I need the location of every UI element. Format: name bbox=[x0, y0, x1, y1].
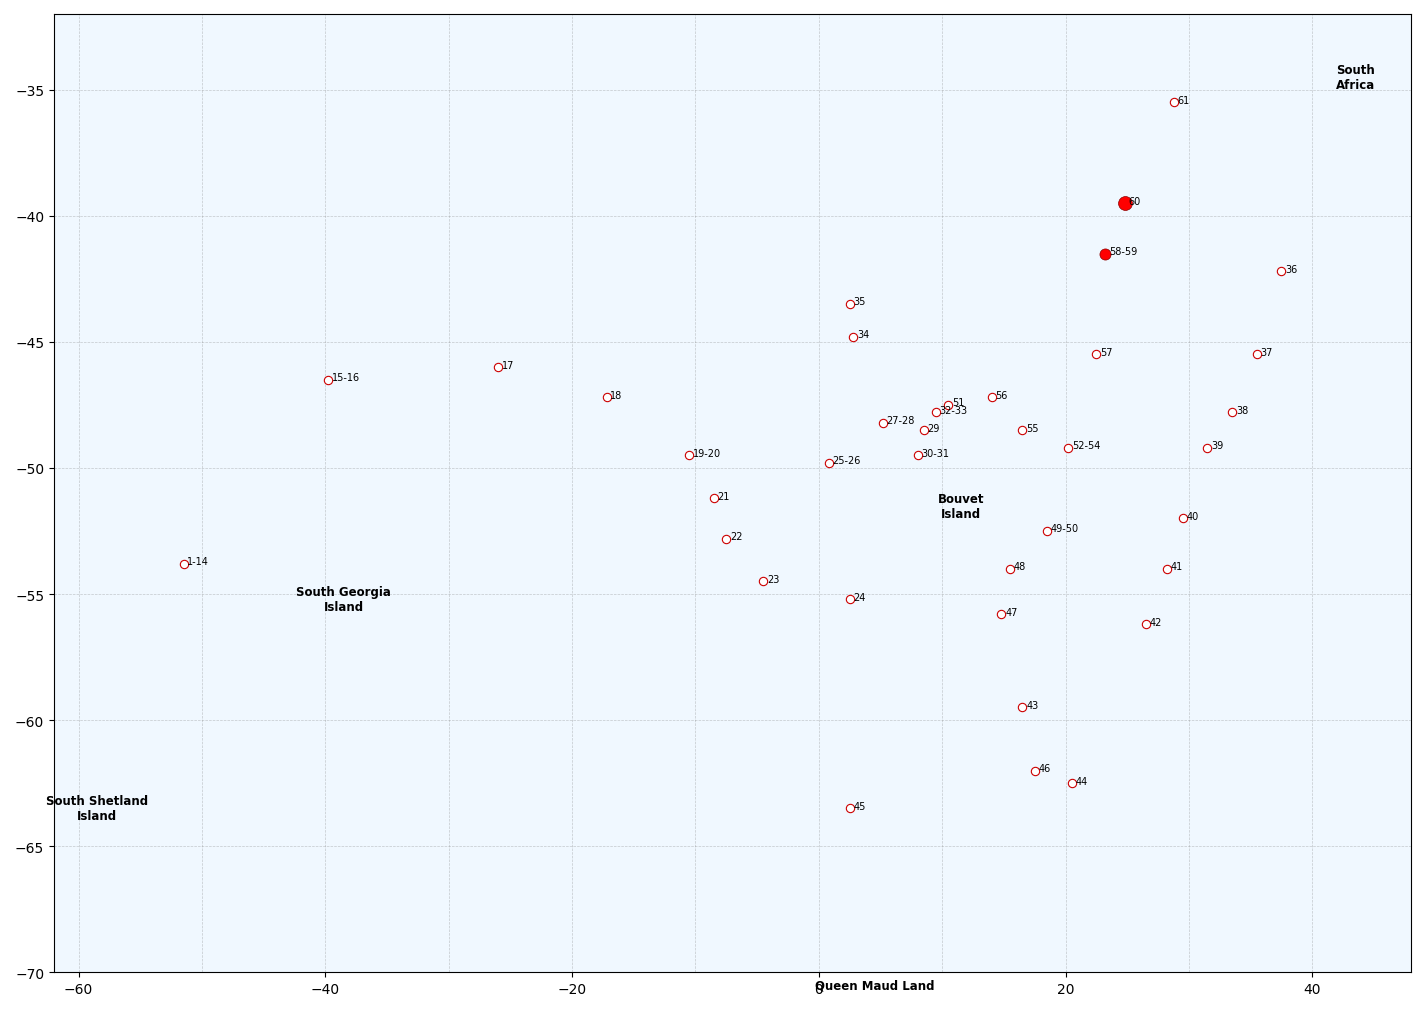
Text: 42: 42 bbox=[1149, 617, 1162, 627]
Text: 51: 51 bbox=[953, 398, 964, 408]
Text: 29: 29 bbox=[927, 424, 940, 433]
Text: 52-54: 52-54 bbox=[1072, 441, 1099, 451]
Text: 44: 44 bbox=[1075, 775, 1088, 786]
Text: 46: 46 bbox=[1038, 763, 1051, 773]
Text: 22: 22 bbox=[730, 532, 743, 542]
Text: 61: 61 bbox=[1178, 96, 1191, 105]
Text: 27-28: 27-28 bbox=[887, 416, 915, 426]
Text: 15-16: 15-16 bbox=[332, 373, 359, 383]
Text: 18: 18 bbox=[610, 390, 623, 400]
Text: 47: 47 bbox=[1005, 607, 1018, 617]
Text: 36: 36 bbox=[1285, 265, 1298, 274]
Text: Queen Maud Land: Queen Maud Land bbox=[814, 979, 934, 992]
Text: 38: 38 bbox=[1236, 405, 1248, 416]
Text: South
Africa: South Africa bbox=[1336, 64, 1375, 92]
Text: 21: 21 bbox=[717, 491, 730, 501]
Text: 17: 17 bbox=[502, 360, 515, 370]
Text: 35: 35 bbox=[853, 297, 866, 307]
Text: 48: 48 bbox=[1014, 562, 1027, 571]
Text: 43: 43 bbox=[1027, 701, 1038, 711]
Text: 24: 24 bbox=[853, 592, 866, 602]
Text: South Georgia
Island: South Georgia Island bbox=[297, 585, 391, 614]
Text: 34: 34 bbox=[857, 330, 870, 340]
Text: 23: 23 bbox=[767, 574, 780, 584]
Text: 32-33: 32-33 bbox=[940, 405, 968, 416]
Text: 1-14: 1-14 bbox=[187, 557, 210, 567]
Text: 41: 41 bbox=[1171, 562, 1182, 571]
Text: 39: 39 bbox=[1211, 441, 1224, 451]
Text: 55: 55 bbox=[1027, 424, 1038, 433]
Text: 56: 56 bbox=[995, 390, 1008, 400]
Text: 40: 40 bbox=[1186, 512, 1199, 522]
Text: 57: 57 bbox=[1099, 348, 1112, 358]
Text: 19-20: 19-20 bbox=[693, 448, 722, 458]
Text: 30-31: 30-31 bbox=[921, 448, 950, 458]
Text: Bouvet
Island: Bouvet Island bbox=[937, 492, 984, 521]
Text: 49-50: 49-50 bbox=[1051, 524, 1079, 534]
Text: 25-26: 25-26 bbox=[833, 456, 861, 466]
Text: 37: 37 bbox=[1261, 348, 1273, 358]
Text: 60: 60 bbox=[1128, 196, 1141, 206]
Text: 45: 45 bbox=[853, 801, 866, 811]
Text: 58-59: 58-59 bbox=[1109, 247, 1137, 257]
Text: South Shetland
Island: South Shetland Island bbox=[46, 795, 148, 823]
